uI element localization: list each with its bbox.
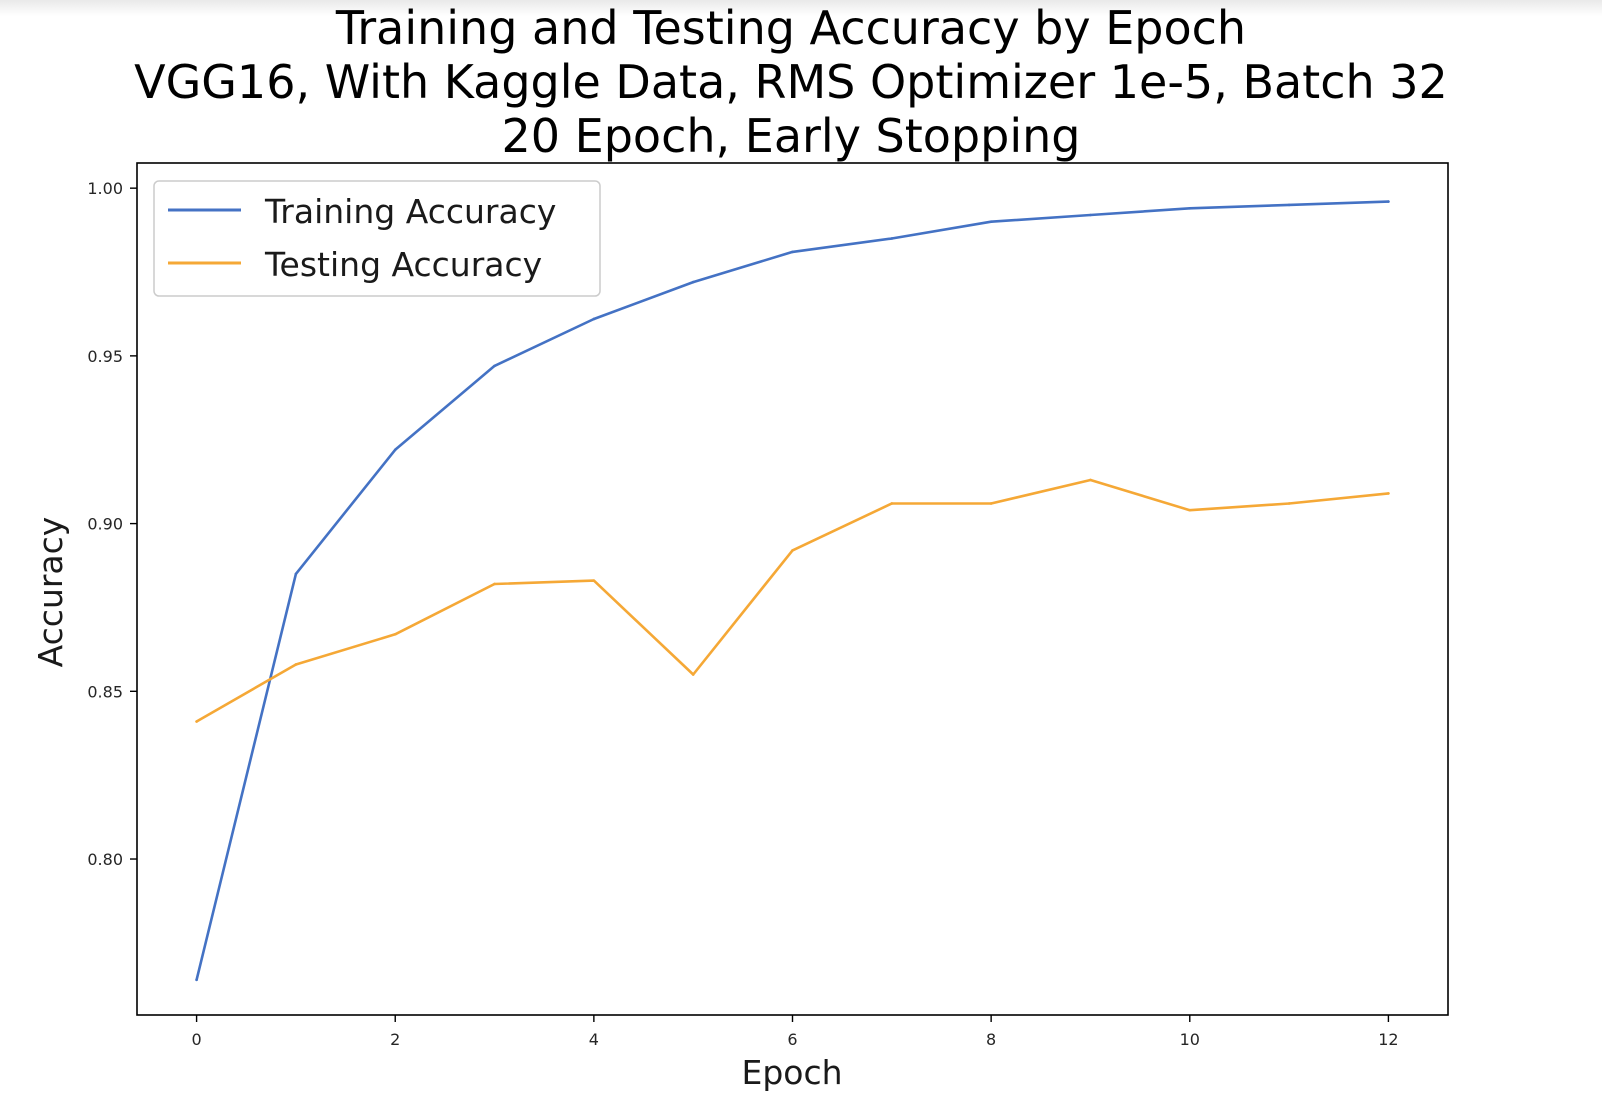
data-point-testing xyxy=(1287,502,1291,505)
page-top-shadow xyxy=(0,0,1602,16)
data-point-training xyxy=(1287,203,1291,207)
data-point-testing xyxy=(989,502,993,505)
y-tick-label: 0.80 xyxy=(87,850,123,869)
x-tick-label: 12 xyxy=(1378,1030,1398,1049)
data-point-training xyxy=(989,220,993,224)
y-axis-label: Accuracy xyxy=(31,517,70,668)
x-tick-label: 2 xyxy=(390,1030,400,1049)
chart-title-line-2: VGG16, With Kaggle Data, RMS Optimizer 1… xyxy=(134,55,1448,109)
chart-title-line-1: Training and Testing Accuracy by Epoch xyxy=(335,1,1247,55)
data-point-training xyxy=(1188,206,1192,210)
data-point-training xyxy=(493,364,496,368)
x-axis-ticks: 0 2 4 6 8 10 12 xyxy=(191,1015,1399,1049)
x-axis-label: Epoch xyxy=(741,1053,842,1092)
y-axis-ticks: 0.80 0.85 0.90 0.95 1.00 xyxy=(87,179,137,869)
chart-title-line-3: 20 Epoch, Early Stopping xyxy=(501,109,1081,163)
data-point-testing xyxy=(294,663,298,666)
data-point-testing xyxy=(393,632,397,636)
data-point-testing xyxy=(1089,478,1092,482)
series-line-training xyxy=(195,200,1390,982)
data-point-training xyxy=(1089,213,1092,217)
data-point-testing xyxy=(592,579,596,582)
data-point-testing xyxy=(195,720,198,723)
legend-label-testing: Testing Accuracy xyxy=(264,245,542,284)
data-point-testing xyxy=(1387,492,1390,495)
data-point-testing xyxy=(791,549,794,552)
data-point-training xyxy=(1387,200,1390,203)
data-point-training xyxy=(890,237,894,240)
legend: Training Accuracy Testing Accuracy xyxy=(153,180,601,297)
data-point-testing xyxy=(1188,508,1192,512)
data-point-training xyxy=(791,250,794,254)
data-point-training xyxy=(691,280,695,284)
x-tick-label: 6 xyxy=(787,1030,797,1049)
legend-box xyxy=(153,180,601,297)
y-tick-label: 0.95 xyxy=(87,347,123,366)
series-lines xyxy=(195,200,1390,982)
data-point-testing xyxy=(691,673,695,676)
legend-label-training: Training Accuracy xyxy=(264,192,556,231)
y-tick-label: 0.90 xyxy=(87,515,123,534)
x-tick-label: 4 xyxy=(589,1030,599,1049)
data-point-training xyxy=(393,448,397,452)
data-point-training xyxy=(195,978,198,982)
data-point-testing xyxy=(890,502,894,505)
x-tick-label: 10 xyxy=(1180,1030,1200,1049)
data-point-training xyxy=(592,317,596,321)
series-line-testing xyxy=(195,478,1390,723)
data-point-testing xyxy=(493,582,496,586)
data-point-training xyxy=(294,572,298,576)
y-tick-label: 0.85 xyxy=(87,682,123,701)
x-tick-label: 8 xyxy=(986,1030,996,1049)
x-tick-label: 0 xyxy=(191,1030,201,1049)
y-tick-label: 1.00 xyxy=(87,179,123,198)
